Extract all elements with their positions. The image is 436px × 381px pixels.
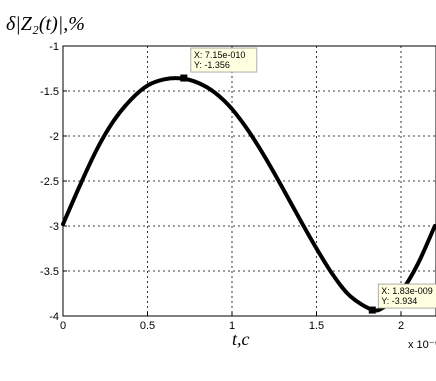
series-line (61, 76, 436, 313)
datatip-marker (180, 74, 188, 82)
x-tick-label: 2 (398, 320, 404, 332)
datatip-x-label: X: 7.15e-010 (194, 50, 246, 60)
y-tick-label: -4 (49, 311, 59, 323)
datatip-marker (368, 306, 376, 314)
datatip-y-label: Y: -3.934 (381, 296, 417, 306)
x-tick-label: 0 (60, 320, 66, 332)
datatip-y-label: Y: -1.356 (194, 60, 230, 70)
y-axis-title: δ|Z₂(t)|,% (6, 13, 85, 35)
tick-labels: 0 0.5 1 1.5 2 -1 -1.5 -2 -2.5 -3 -3.5 -4 (40, 41, 404, 332)
x-axis-title: t,c (232, 329, 250, 349)
datatip-x-label: X: 1.83e-009 (381, 286, 433, 296)
y-tick-label: -3 (49, 221, 59, 233)
y-tick-label: -2 (49, 131, 59, 143)
datatip-box (190, 47, 258, 73)
grid (63, 46, 436, 316)
x-tick-label: 0.5 (140, 320, 155, 332)
y-tick-label: -3.5 (40, 266, 59, 278)
x-exponent-label: x 10⁻⁹ (408, 339, 436, 351)
datatip-box (377, 283, 436, 309)
y-tick-label: -1 (49, 41, 59, 53)
x-tick-label: 1 (229, 320, 235, 332)
y-tick-label: -2.5 (40, 176, 59, 188)
x-tick-label: 1.5 (309, 320, 324, 332)
y-tick-label: -1.5 (40, 86, 59, 98)
